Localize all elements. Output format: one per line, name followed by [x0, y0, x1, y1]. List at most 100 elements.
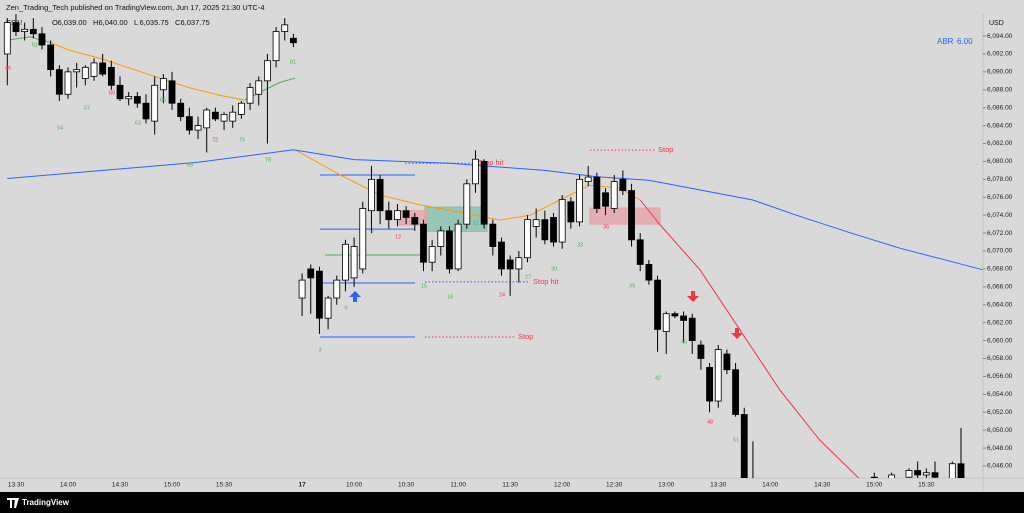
bar-count: 36 [603, 224, 609, 230]
sell-arrow [731, 328, 743, 339]
candle-body [558, 199, 566, 243]
ohlc-value: 6,035.75 [140, 18, 169, 27]
y-tick-label: 6,072.00 [987, 230, 1013, 237]
candle-body [706, 367, 713, 402]
x-tick-label: 11:00 [450, 482, 466, 489]
candle-body [81, 66, 89, 79]
candle-body [914, 470, 922, 476]
y-tick-label: 6,084.00 [987, 122, 1013, 129]
candle-body [576, 178, 583, 223]
candle-body [922, 472, 930, 476]
candle-body [359, 208, 367, 270]
candle-body [307, 268, 315, 279]
bar-count: 69 [187, 162, 193, 168]
candle-body [229, 111, 237, 122]
candle-body [437, 230, 445, 247]
y-tick-label: 6,086.00 [987, 104, 1013, 111]
y-tick-label: 6,050.00 [987, 427, 1013, 434]
candle-body [888, 474, 896, 478]
candle-body [411, 217, 419, 225]
candle-body [714, 349, 722, 402]
bar-count: 75 [239, 137, 245, 143]
candle-body [272, 31, 280, 62]
candle-body [281, 24, 289, 32]
sell-arrow [687, 291, 699, 302]
candle-body [688, 317, 696, 341]
footer-brand: TradingView [22, 498, 70, 507]
candle-body [333, 279, 341, 299]
x-tick-label: 15:30 [918, 482, 935, 489]
bar-count: 42 [655, 375, 661, 381]
y-tick-label: 6,080.00 [987, 158, 1013, 165]
candle-body [203, 109, 211, 129]
ohlc-key: L [134, 18, 138, 27]
candle-body [107, 66, 115, 86]
candle-body [21, 28, 29, 32]
x-tick-label: 17 [298, 482, 306, 489]
candle-body [99, 62, 107, 75]
candle-body [515, 257, 523, 270]
candle-body [541, 219, 549, 241]
candle-body [385, 210, 393, 221]
candle-body [246, 87, 254, 104]
x-tick-label: 10:30 [398, 482, 415, 489]
candle-body [177, 102, 185, 118]
candle-body [133, 96, 141, 104]
bar-count: 27 [525, 274, 531, 280]
footer-logo [7, 498, 19, 508]
candle-body [628, 190, 635, 241]
candle-body [125, 96, 133, 100]
candle-body [420, 223, 427, 263]
x-tick-label: 15:00 [866, 482, 883, 489]
y-tick-label: 6,092.00 [987, 51, 1013, 58]
candle-body [645, 264, 653, 281]
y-tick-label: 6,048.00 [987, 445, 1013, 452]
y-tick-label: 6,062.00 [987, 319, 1013, 326]
candle-body [47, 44, 55, 71]
bar-count: 9 [370, 229, 373, 235]
y-tick-label: 6,068.00 [987, 266, 1013, 273]
candle-body [3, 22, 11, 55]
bar-count: 3 [318, 347, 321, 353]
footer-bar [0, 492, 1024, 513]
y-tick-label: 6,088.00 [987, 86, 1013, 93]
candle-body [680, 315, 687, 321]
level-label: Stop [658, 145, 673, 154]
candle-body [463, 183, 471, 225]
ohlc-value: 6,040.00 [99, 18, 128, 27]
candle-body [870, 476, 878, 478]
y-tick-label: 6,070.00 [987, 248, 1013, 255]
candle-body [472, 158, 479, 185]
x-tick-label: 10:00 [346, 482, 363, 489]
candle-body [394, 210, 401, 221]
ma-line [49, 41, 245, 101]
bar-count: 24 [499, 292, 505, 298]
x-tick-label: 14:00 [60, 482, 77, 489]
x-tick-label: 15:00 [164, 482, 181, 489]
indicator-name: ABR [937, 37, 954, 46]
candle-body [316, 270, 323, 319]
bar-count: 46 [5, 65, 11, 71]
x-tick-label: 12:30 [606, 482, 623, 489]
y-tick-label: 6,058.00 [987, 355, 1013, 362]
candle-body [194, 125, 202, 131]
candle-body [498, 241, 505, 270]
bar-count: 12 [395, 234, 401, 240]
candle-body [263, 60, 271, 82]
candle-body [211, 111, 219, 120]
candle-body [298, 279, 306, 299]
candle-body [732, 369, 739, 415]
zone [589, 207, 661, 225]
candle-body [55, 69, 63, 95]
ohlc-key: H [93, 18, 98, 27]
candle-body [957, 463, 965, 478]
x-tick-label: 13:00 [658, 482, 675, 489]
candle-body [532, 219, 540, 227]
candle-body [402, 210, 410, 218]
candle-body [654, 279, 661, 330]
bar-count: 48 [707, 419, 713, 425]
candle-body [290, 37, 297, 44]
